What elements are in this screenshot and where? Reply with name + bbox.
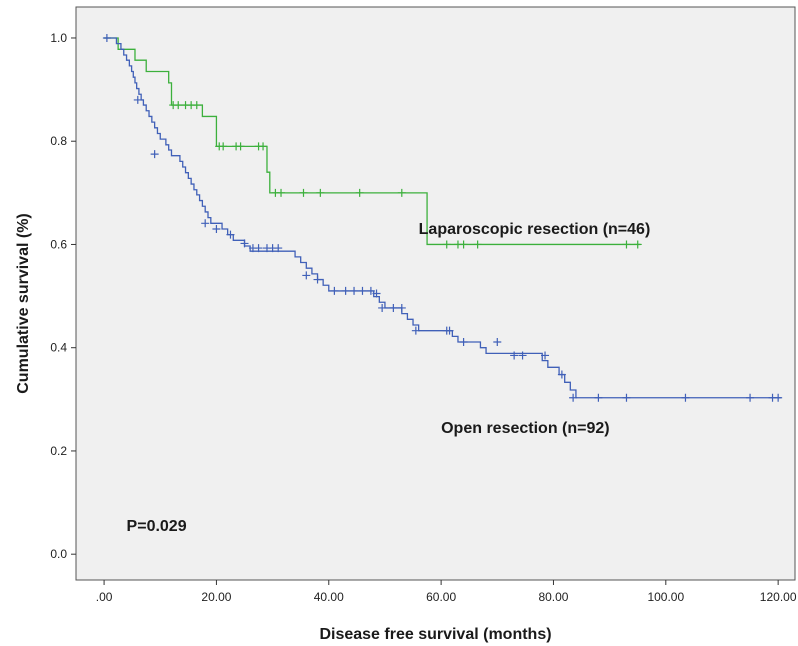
censor-mark (366, 286, 375, 295)
censor-mark (411, 326, 420, 335)
censor-mark (102, 33, 111, 42)
censor-mark (459, 338, 468, 347)
censor-mark (378, 303, 387, 312)
censor-mark (350, 286, 359, 295)
survival-curve (104, 37, 781, 399)
censor-mark (622, 240, 631, 249)
censor-mark (445, 326, 454, 335)
chart-annotation: Laparoscopic resection (n=46) (419, 221, 651, 238)
censor-mark (274, 244, 283, 253)
censor-mark (493, 338, 502, 347)
censor-mark (397, 188, 406, 197)
censor-mark (330, 286, 339, 295)
chart-annotation: P=0.029 (127, 518, 187, 535)
censor-mark (212, 224, 221, 233)
censor-mark (219, 142, 228, 151)
censor-mark (397, 303, 406, 312)
y-axis-title: Cumulative survival (%) (15, 213, 32, 394)
censor-mark (518, 351, 527, 360)
censor-mark (746, 393, 755, 402)
censor-mark (341, 286, 350, 295)
x-axis: .00 20.00 40.00 60.00 80.00 100.00 120.00 (96, 580, 797, 604)
censor-mark (254, 244, 263, 253)
chart-annotation: Open resection (n=92) (441, 420, 610, 437)
censor-mark (569, 393, 578, 402)
censor-mark (389, 303, 398, 312)
censor-mark (355, 188, 364, 197)
censor-mark (226, 230, 235, 239)
series-2 (102, 33, 783, 402)
x-tick-label: 60.00 (426, 590, 456, 604)
censor-mark (633, 240, 642, 249)
x-tick-label: 120.00 (760, 590, 797, 604)
censor-mark (302, 271, 311, 280)
censor-mark (681, 393, 690, 402)
censor-mark (259, 142, 268, 151)
censor-mark (473, 240, 482, 249)
y-tick-label: 0.2 (50, 444, 67, 458)
censor-mark (240, 239, 249, 248)
y-tick-label: 0.4 (50, 341, 67, 355)
censor-mark (313, 275, 322, 284)
censor-mark (174, 101, 183, 110)
y-tick-label: 0.0 (50, 547, 67, 561)
x-axis-title: Disease free survival (months) (319, 626, 551, 643)
censor-mark (372, 289, 381, 298)
censor-mark (150, 150, 159, 159)
x-tick-label: 20.00 (201, 590, 231, 604)
x-tick-label: 100.00 (647, 590, 684, 604)
annotation-layer: P=0.029 Laparoscopic resection (n=46) Open… (127, 221, 651, 535)
censor-mark (358, 286, 367, 295)
censor-mark (510, 351, 519, 360)
censor-mark (442, 240, 451, 249)
y-tick-label: 1.0 (50, 31, 67, 45)
plot-area (75, 6, 796, 581)
series-1 (104, 37, 642, 249)
censor-mark (622, 393, 631, 402)
censor-mark (774, 393, 783, 402)
censor-mark (459, 240, 468, 249)
censor-mark (316, 188, 325, 197)
series-layer (102, 33, 783, 402)
censor-mark (236, 142, 245, 151)
y-tick-label: 0.6 (50, 237, 67, 251)
censor-mark (277, 188, 286, 197)
y-tick-label: 0.8 (50, 134, 67, 148)
censor-mark (299, 188, 308, 197)
censor-mark (557, 370, 566, 379)
x-tick-label: .00 (96, 590, 113, 604)
censor-mark (192, 101, 201, 110)
censor-mark (541, 351, 550, 360)
x-tick-label: 80.00 (538, 590, 568, 604)
censor-mark (133, 95, 142, 104)
x-tick-label: 40.00 (314, 590, 344, 604)
censor-mark (201, 219, 210, 228)
censor-mark (594, 393, 603, 402)
y-axis: 0.0 0.2 0.4 0.6 0.8 1.0 (50, 31, 76, 561)
